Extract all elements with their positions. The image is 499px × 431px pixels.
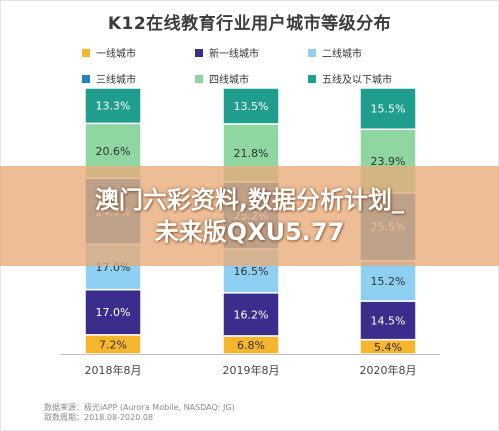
legend-swatch bbox=[308, 48, 316, 57]
legend-item: 四线城市 bbox=[195, 71, 308, 86]
legend-label: 一线城市 bbox=[96, 49, 136, 60]
data-label: 23.9% bbox=[371, 155, 406, 168]
data-label: 21.8% bbox=[234, 147, 269, 160]
legend-label: 三线城市 bbox=[96, 75, 136, 86]
data-label: 17.0% bbox=[96, 306, 131, 319]
banner-line-2: 未来版QXU5.77 bbox=[154, 218, 345, 246]
data-label: 14.5% bbox=[371, 314, 406, 327]
x-tick-label: 2020年8月 bbox=[360, 363, 417, 377]
bar-segment bbox=[222, 87, 280, 125]
data-label: 5.4% bbox=[374, 341, 402, 354]
data-label: 15.2% bbox=[371, 275, 406, 288]
overlay-banner: 澳门六彩资料,数据分析计划_ 未来版QXU5.77 bbox=[0, 166, 499, 266]
legend-swatch bbox=[82, 74, 90, 83]
legend-swatch bbox=[308, 74, 316, 83]
banner-line-1: 澳门六彩资料,数据分析计划_ bbox=[94, 186, 405, 214]
legend-label: 二线城市 bbox=[322, 49, 362, 60]
data-label: 6.8% bbox=[237, 339, 265, 352]
legend-item: 新一线城市 bbox=[195, 45, 308, 60]
data-label: 7.2% bbox=[99, 338, 127, 351]
data-label: 16.2% bbox=[234, 308, 269, 321]
legend-item: 三线城市 bbox=[82, 71, 195, 86]
period-line: 取数周期：2018.08-2020.08 bbox=[44, 413, 154, 422]
chart-legend: 一线城市 新一线城市 二线城市 三线城市 四线城市 五线及以下城市 bbox=[82, 45, 482, 86]
data-label: 15.5% bbox=[371, 103, 406, 116]
legend-item: 二线城市 bbox=[308, 45, 428, 60]
legend-label: 五线及以下城市 bbox=[322, 75, 392, 86]
bar-segment bbox=[84, 288, 142, 336]
bar-segment bbox=[84, 87, 142, 125]
legend-item: 五线及以下城市 bbox=[308, 71, 428, 86]
data-label: 16.5% bbox=[234, 265, 269, 278]
x-tick-label: 2019年8月 bbox=[223, 363, 280, 377]
bar-segment bbox=[222, 292, 280, 337]
source-note: 数据来源：极光iAPP (Aurora Mobile, NASDAQ: JG) … bbox=[44, 403, 235, 423]
bar-segment bbox=[359, 87, 417, 130]
legend-swatch bbox=[82, 48, 90, 57]
bar-segment bbox=[359, 300, 417, 341]
bar-segment bbox=[359, 259, 417, 302]
legend-item: 一线城市 bbox=[82, 45, 195, 60]
legend-swatch bbox=[195, 74, 203, 83]
data-label: 13.5% bbox=[234, 100, 269, 113]
data-label: 13.3% bbox=[96, 100, 131, 113]
legend-label: 新一线城市 bbox=[209, 49, 259, 60]
legend-swatch bbox=[195, 48, 203, 57]
x-tick-label: 2018年8月 bbox=[85, 363, 142, 377]
legend-label: 四线城市 bbox=[209, 75, 249, 86]
source-line: 数据来源：极光iAPP (Aurora Mobile, NASDAQ: JG) bbox=[44, 403, 235, 412]
chart-title: K12在线教育行业用户城市等级分布 bbox=[107, 14, 392, 34]
data-label: 20.6% bbox=[96, 145, 131, 158]
